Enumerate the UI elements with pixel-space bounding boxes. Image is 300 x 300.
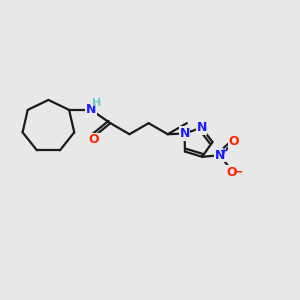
Text: O: O — [229, 135, 239, 148]
Text: O: O — [226, 166, 237, 178]
Text: N: N — [179, 127, 190, 140]
Text: N: N — [196, 121, 207, 134]
Text: N: N — [214, 149, 225, 162]
Text: O: O — [88, 134, 99, 146]
Text: −: − — [233, 166, 244, 178]
Text: N: N — [86, 103, 96, 116]
Text: +: + — [220, 146, 228, 156]
Text: H: H — [92, 98, 101, 108]
